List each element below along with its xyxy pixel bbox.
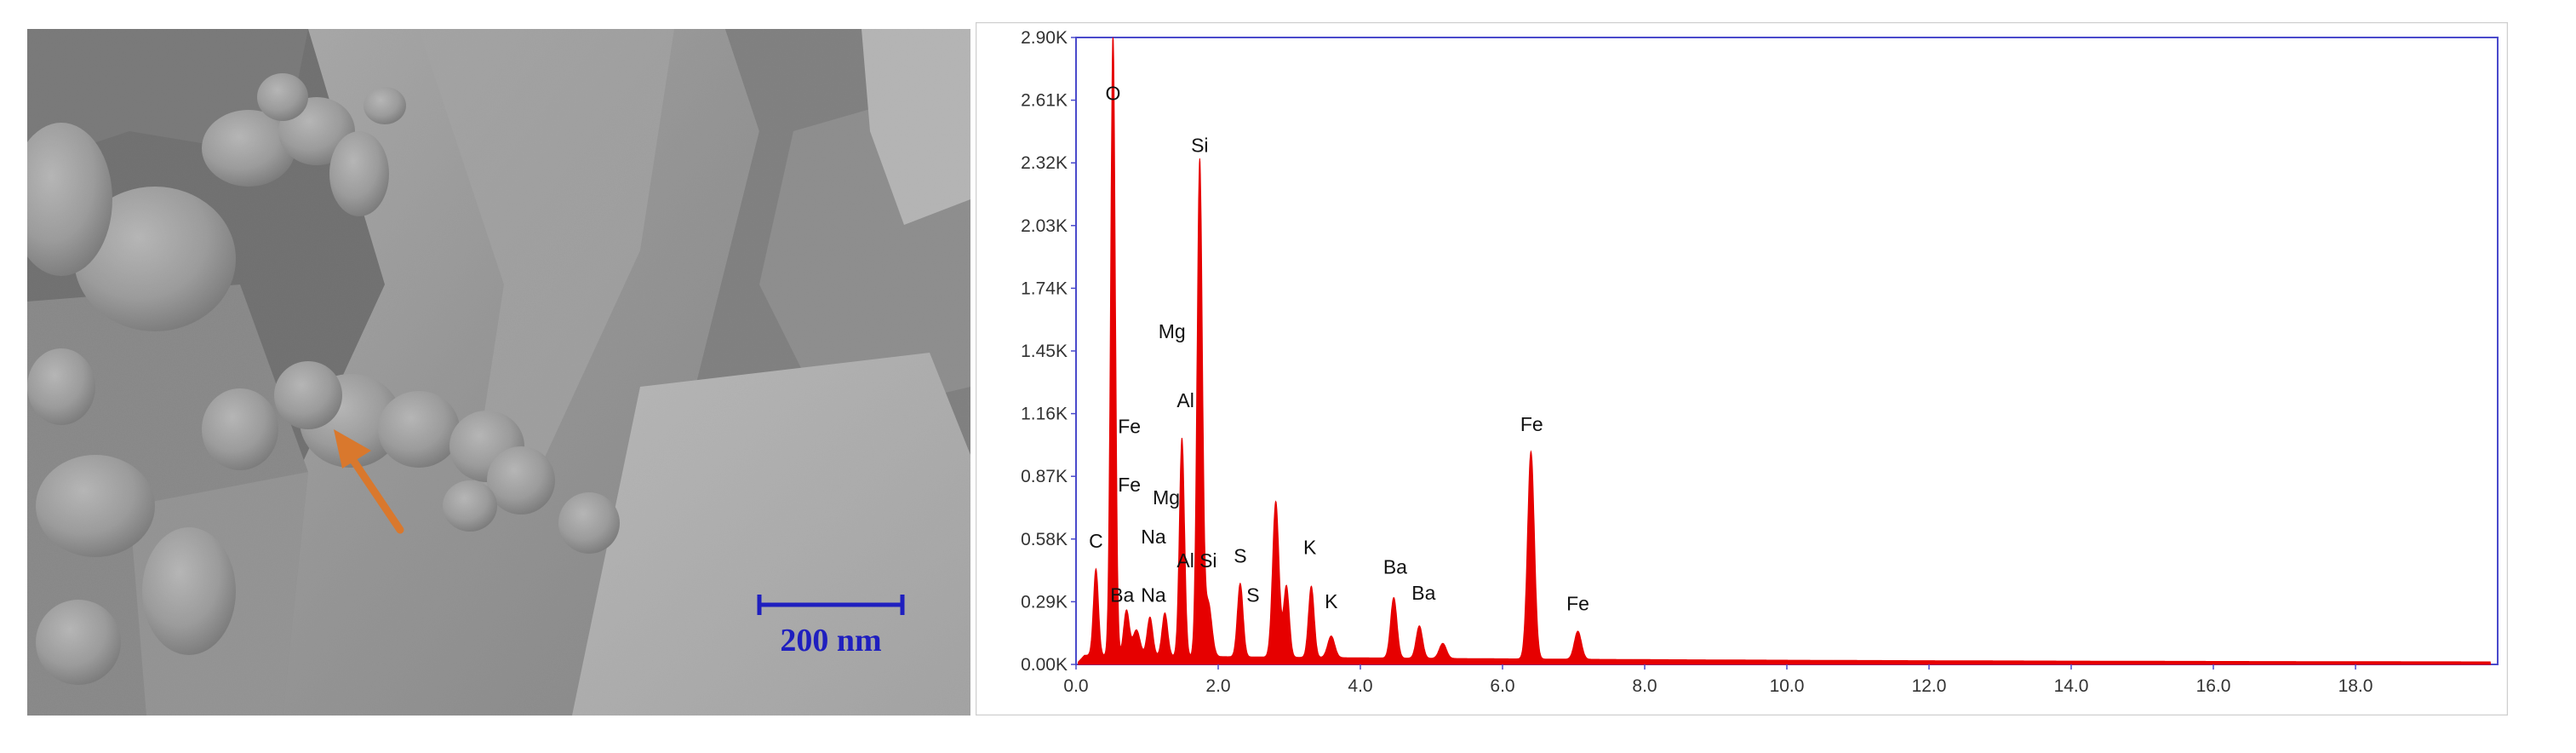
scale-bar: 200 nm (757, 595, 905, 658)
y-tick-label: 0.58K (1021, 530, 1068, 549)
peak-label: Na (1141, 526, 1166, 548)
x-tick-label: 10.0 (1770, 676, 1805, 696)
peak-label: Fe (1520, 413, 1543, 435)
peak-label: Al (1176, 389, 1194, 411)
sem-micrograph: 200 nm (27, 29, 970, 716)
peak-label: S (1234, 545, 1246, 567)
peak-label: Ba (1110, 583, 1134, 606)
peak-label: K (1303, 537, 1317, 559)
peak-label: Ba (1383, 555, 1407, 578)
x-tick-label: 8.0 (1632, 676, 1657, 696)
scale-bar-label: 200 nm (780, 623, 881, 658)
peak-label: Fe (1118, 474, 1141, 496)
pointer-arrow (334, 429, 404, 534)
y-tick-label: 0.87K (1021, 467, 1068, 486)
peak-label: Si (1199, 549, 1216, 572)
x-tick-label: 18.0 (2338, 676, 2373, 696)
spectrum-layer (1078, 37, 2492, 665)
y-tick-label: 1.45K (1021, 342, 1068, 361)
peak-label: Mg (1159, 320, 1186, 342)
y-tick-label: 2.32K (1021, 153, 1068, 173)
eds-spectrum-chart: 0.00K 0.29K 0.58K 0.87K 1.16K 1.45K 1.74K 2.03K… (976, 22, 2508, 716)
y-axis: 0.00K 0.29K 0.58K 0.87K 1.16K 1.45K 1.74K 2.03K… (1021, 28, 1076, 675)
x-tick-label: 0.0 (1063, 676, 1088, 696)
x-tick-label: 6.0 (1490, 676, 1514, 696)
plot-area (1075, 37, 2499, 665)
x-tick-label: 16.0 (2196, 676, 2231, 696)
peak-label: C (1089, 530, 1103, 552)
peak-label: K (1325, 590, 1338, 612)
x-tick-label: 12.0 (1912, 676, 1947, 696)
x-tick-label: 14.0 (2054, 676, 2089, 696)
spectrum-area (1078, 37, 2492, 665)
y-tick-label: 2.61K (1021, 91, 1068, 111)
peak-label: Al (1176, 549, 1194, 572)
y-tick-label: 0.00K (1021, 655, 1068, 675)
x-axis: 0.0 2.0 4.0 6.0 8.0 10.0 12.0 14.0 16.0 18.0 (1063, 664, 2373, 696)
y-tick-label: 1.74K (1021, 279, 1068, 298)
peak-label: Fe (1118, 415, 1141, 437)
peak-label: Mg (1153, 486, 1180, 509)
sem-texture (27, 29, 970, 716)
peak-label: Na (1141, 583, 1166, 606)
y-tick-label: 2.90K (1021, 28, 1068, 48)
peak-label: O (1105, 83, 1120, 105)
x-tick-label: 2.0 (1205, 676, 1230, 696)
y-tick-label: 2.03K (1021, 216, 1068, 236)
peak-label: Si (1191, 135, 1208, 157)
peak-label: Fe (1566, 593, 1589, 615)
peak-label: Ba (1411, 582, 1435, 604)
x-tick-label: 4.0 (1348, 676, 1372, 696)
peak-label: S (1246, 583, 1259, 606)
y-tick-label: 1.16K (1021, 405, 1068, 424)
y-tick-label: 0.29K (1021, 592, 1068, 612)
